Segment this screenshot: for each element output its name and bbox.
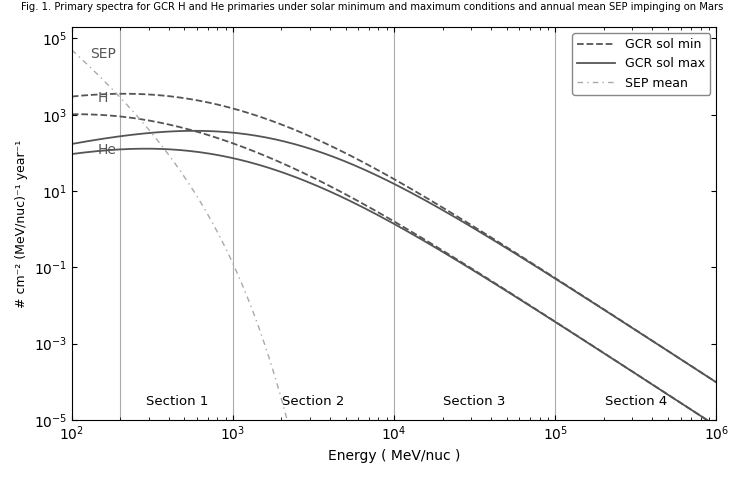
GCR sol max [537,267,546,273]
GCR sol min [324,142,333,148]
Line: SEP mean: SEP mean [71,50,716,478]
Line: GCR sol min: GCR sol min [71,94,716,382]
Text: Section 1: Section 1 [146,395,208,409]
GCR sol max [712,380,721,385]
Text: He: He [97,143,117,157]
GCR sol min [279,122,288,128]
GCR sol max [67,141,76,147]
Legend: GCR sol min, GCR sol max, SEP mean: GCR sol min, GCR sol max, SEP mean [572,33,710,95]
Text: Section 4: Section 4 [605,395,667,409]
Text: SEP: SEP [90,47,116,61]
GCR sol min [534,265,543,271]
GCR sol min [537,267,546,272]
GCR sol min [67,94,76,99]
GCR sol max [534,265,543,271]
SEP mean [145,128,154,133]
SEP mean [278,397,286,403]
Line: GCR sol max: GCR sol max [71,131,716,382]
Text: Section 2: Section 2 [282,395,344,409]
GCR sol max [190,128,199,134]
Text: Fig. 1. Primary spectra for GCR H and He primaries under solar minimum and maxim: Fig. 1. Primary spectra for GCR H and He… [21,2,723,12]
X-axis label: Energy ( MeV/nuc ): Energy ( MeV/nuc ) [328,449,461,463]
GCR sol min [475,227,484,233]
GCR sol min [712,380,721,385]
GCR sol max [279,138,288,144]
GCR sol max [475,228,484,234]
GCR sol min [119,91,128,97]
GCR sol min [147,92,155,98]
Text: H: H [97,91,108,105]
Y-axis label: # cm⁻² (MeV/nuc)⁻¹ year⁻¹: # cm⁻² (MeV/nuc)⁻¹ year⁻¹ [15,140,28,307]
GCR sol max [145,130,154,136]
GCR sol max [324,152,333,158]
Text: Section 3: Section 3 [443,395,506,409]
SEP mean [67,47,76,53]
